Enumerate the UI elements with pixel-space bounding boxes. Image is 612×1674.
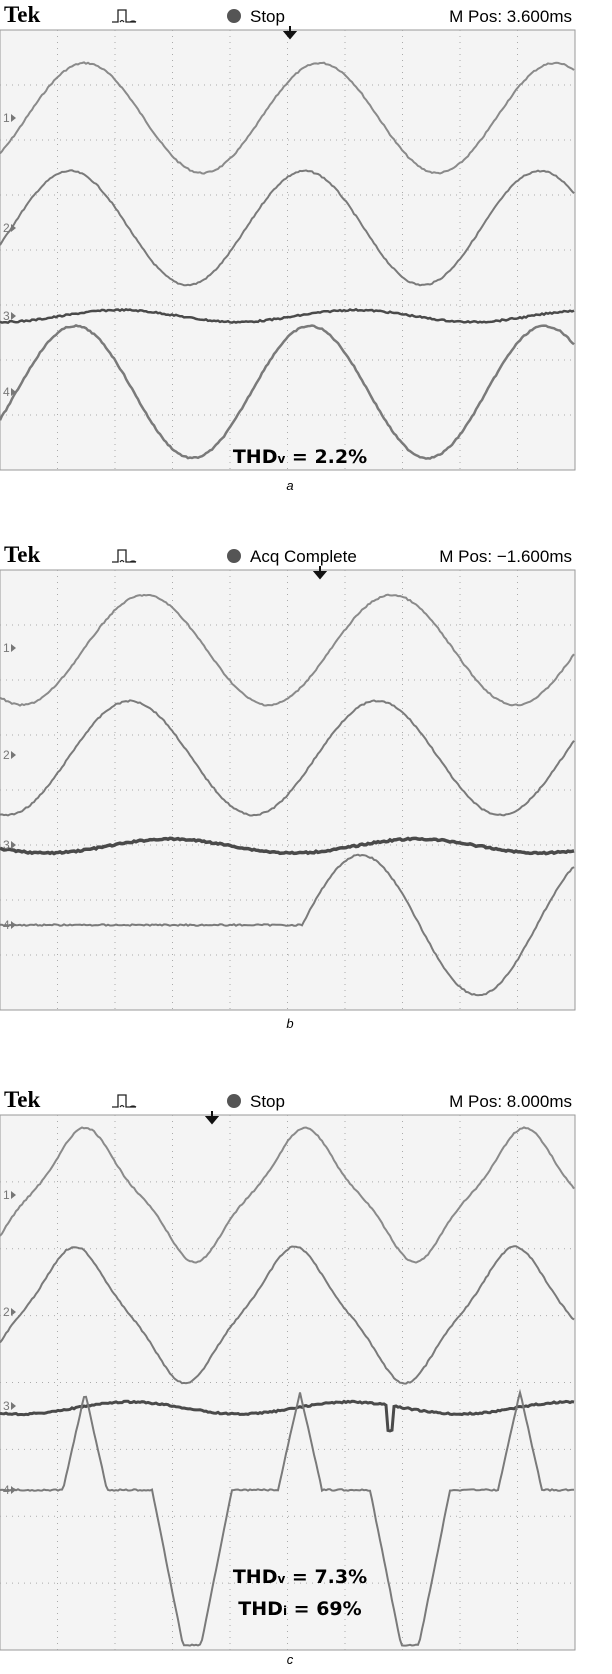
trigger-icon <box>112 550 136 562</box>
scope-panel: Tek Acq Complete M Pos: −1.600ms 1 2 3 4 b <box>0 542 575 1031</box>
status: Stop <box>250 7 285 26</box>
channel-label: 2 <box>3 1305 10 1319</box>
thd-main: THD <box>233 1566 278 1588</box>
thd-annotation: THDv = 7.3% <box>233 1566 367 1588</box>
channel-label: 4 <box>3 918 10 932</box>
status: Stop <box>250 1092 285 1111</box>
channel-label: 2 <box>3 748 10 762</box>
channel-label: 1 <box>3 111 10 125</box>
channel-label: 3 <box>3 309 10 323</box>
position: M Pos: 3.600ms <box>449 7 572 26</box>
channel-label: 2 <box>3 221 10 235</box>
position: M Pos: −1.600ms <box>439 547 572 566</box>
channel-label: 3 <box>3 1399 10 1413</box>
caption: b <box>286 1016 293 1031</box>
thd-subscript: v <box>277 452 285 466</box>
caption: a <box>286 478 293 493</box>
thd-subscript: v <box>277 1572 285 1586</box>
scope-panel: Tek Stop M Pos: 3.600ms 1 2 3 4 THDv = 2.2% a <box>0 2 575 493</box>
channel-label: 4 <box>3 1483 10 1497</box>
figure: TekStopM Pos: 3.600ms1234THDv = 2.2%aTek… <box>0 0 612 1674</box>
thd-value: = 69% <box>287 1598 362 1620</box>
thd-main: THD <box>233 446 278 468</box>
thd-annotation: THDi = 69% <box>238 1598 361 1620</box>
status-dot <box>227 9 241 23</box>
position: M Pos: 8.000ms <box>449 1092 572 1111</box>
brand: Tek <box>4 1087 40 1112</box>
caption: c <box>287 1652 294 1667</box>
trigger-icon <box>112 1095 136 1107</box>
channel-label: 1 <box>3 1188 10 1202</box>
thd-value: = 7.3% <box>285 1566 367 1588</box>
status-dot <box>227 1094 241 1108</box>
channel-label: 1 <box>3 641 10 655</box>
thd-value: = 2.2% <box>285 446 367 468</box>
thd-main: THD <box>238 1598 283 1620</box>
status: Acq Complete <box>250 547 357 566</box>
channel-label: 4 <box>3 385 10 399</box>
status-dot <box>227 549 241 563</box>
channel-label: 3 <box>3 838 10 852</box>
trigger-icon <box>112 10 136 22</box>
brand: Tek <box>4 542 40 567</box>
thd-annotation: THDv = 2.2% <box>233 446 367 468</box>
brand: Tek <box>4 2 40 27</box>
